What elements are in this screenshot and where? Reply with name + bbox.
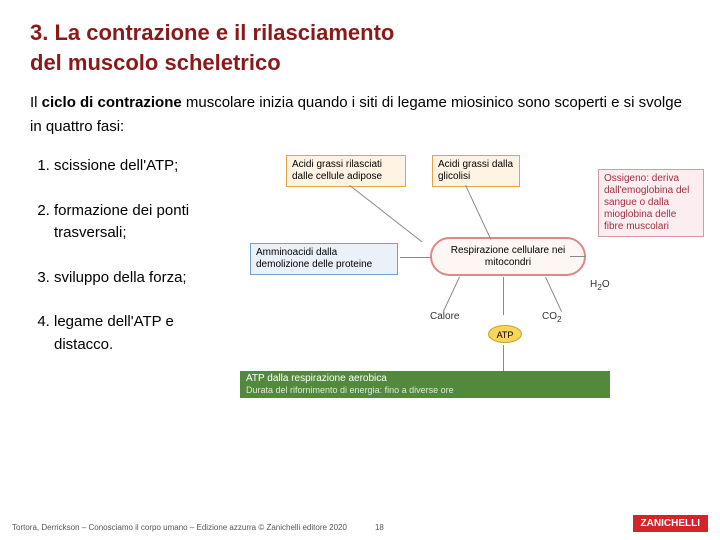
box-adipose: Acidi grassi rilasciati dalle cellule ad…	[286, 155, 406, 187]
h2o-o: O	[602, 279, 610, 290]
footer: Tortora, Derrickson – Conosciamo il corp…	[12, 523, 708, 532]
arrow	[400, 257, 430, 258]
label-co2: CO2	[542, 311, 562, 324]
title-line-1: 3. La contrazione e il rilasciamento	[30, 20, 394, 45]
arrow	[443, 277, 460, 312]
steps-column: scissione dell'ATP; formazione dei ponti…	[30, 155, 240, 435]
atp-bar: ATP dalla respirazione aerobica Durata d…	[240, 371, 610, 398]
page-number: 18	[375, 523, 384, 532]
arrow	[465, 185, 491, 240]
intro-pre: Il	[30, 94, 42, 111]
atp-bar-title: ATP dalla respirazione aerobica	[246, 373, 604, 385]
arrow	[503, 277, 504, 315]
list-item: scissione dell'ATP;	[54, 155, 230, 178]
steps-list: scissione dell'ATP; formazione dei ponti…	[30, 155, 230, 356]
arrow	[545, 277, 562, 312]
page-title: 3. La contrazione e il rilasciamento del…	[30, 18, 690, 77]
box-ammino: Amminoacidi dalla demolizione delle prot…	[250, 243, 398, 275]
box-ossigeno: Ossigeno: deriva dall'emoglobina del san…	[598, 169, 704, 237]
arrow	[349, 185, 422, 242]
list-item: sviluppo della forza;	[54, 267, 230, 290]
title-line-2: del muscolo scheletrico	[30, 50, 281, 75]
box-glicolisi: Acidi grassi dalla glicolisi	[432, 155, 520, 187]
arrow	[503, 345, 504, 371]
footer-text: Tortora, Derrickson – Conosciamo il corp…	[12, 523, 347, 532]
co2-sub: 2	[557, 314, 562, 324]
label-h2o: H2O	[590, 279, 610, 292]
atp-bar-sub: Durata del rifornimento di energia: fino…	[246, 385, 604, 396]
list-item: formazione dei ponti trasversali;	[54, 200, 230, 245]
label-calore: Calore	[430, 311, 459, 322]
list-item: legame dell'ATP e distacco.	[54, 311, 230, 356]
mitochondrion: Respirazione cellulare nei mitocondri	[430, 237, 586, 276]
intro-bold: ciclo di contrazione	[42, 94, 182, 111]
diagram: Acidi grassi rilasciati dalle cellule ad…	[240, 155, 690, 435]
co2-text: CO	[542, 311, 557, 322]
publisher-logo: ZANICHELLI	[633, 515, 708, 532]
intro-paragraph: Il ciclo di contrazione muscolare inizia…	[30, 91, 690, 139]
atp-oval: ATP	[488, 325, 522, 343]
